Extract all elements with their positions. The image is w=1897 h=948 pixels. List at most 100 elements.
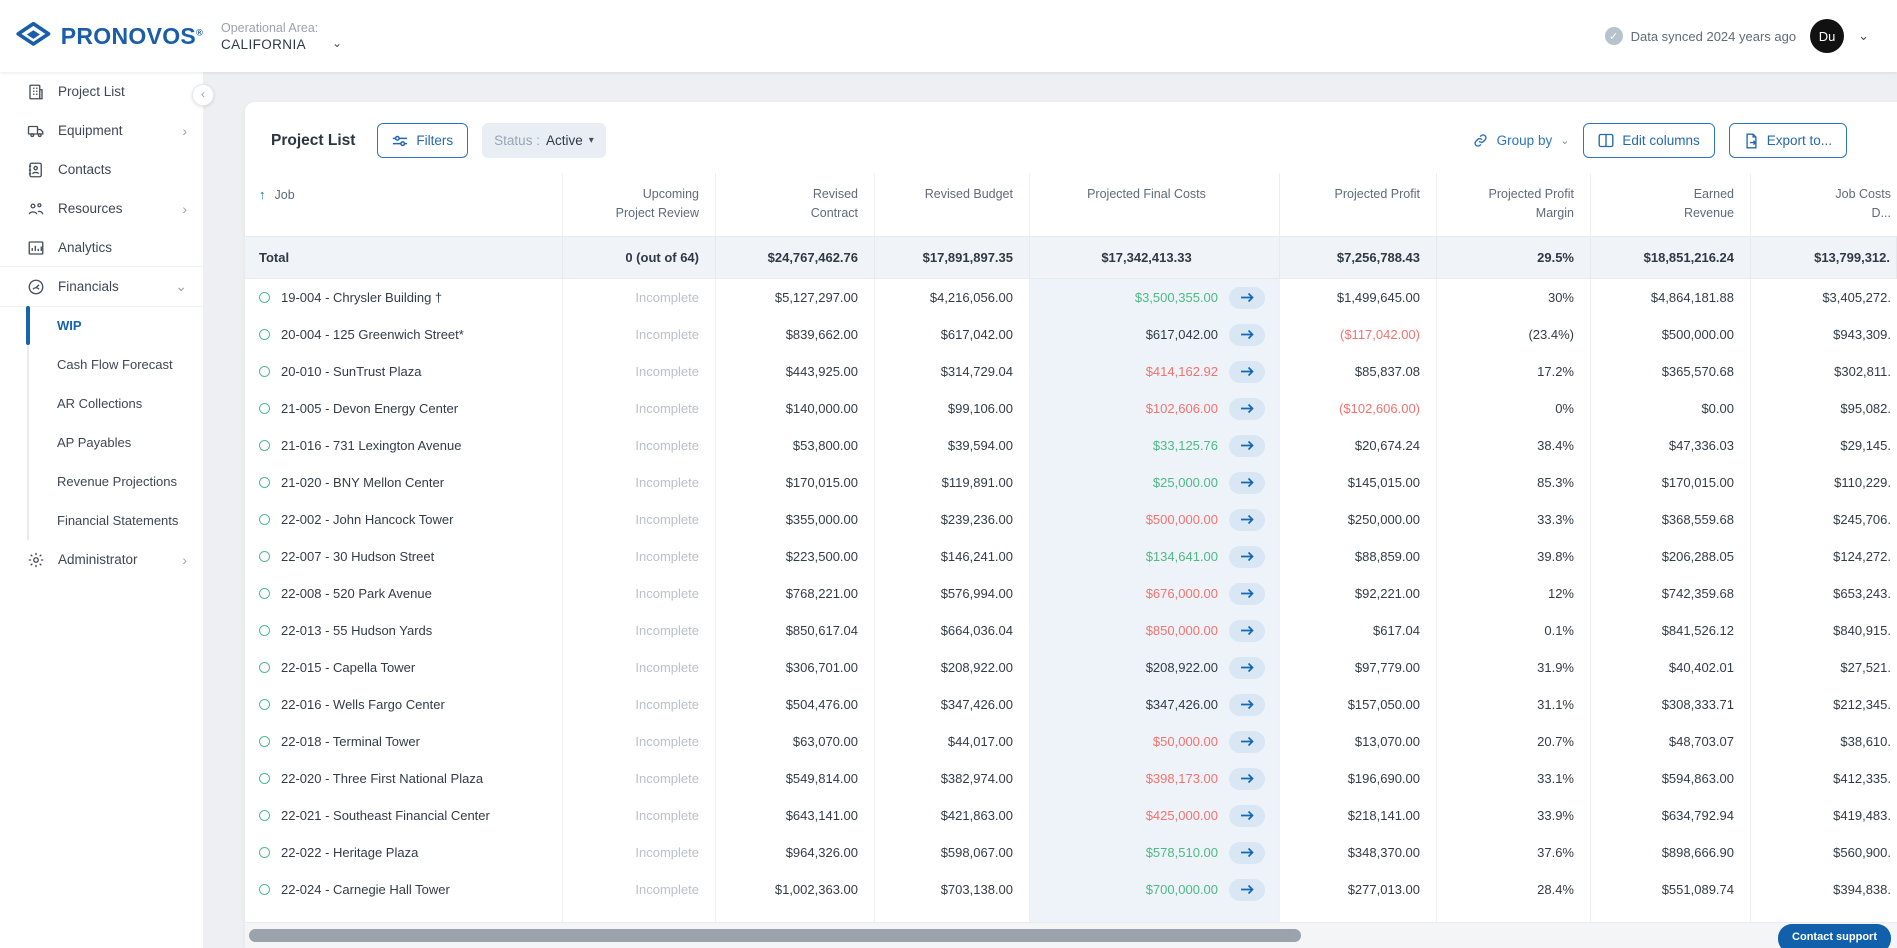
projected-final-costs-value: $425,000.00	[1145, 808, 1218, 823]
earned-revenue-value: $368,559.68	[1661, 512, 1734, 527]
table-row[interactable]: 22-018 - Terminal Tower Incomplete $63,0…	[245, 723, 1897, 760]
job-costs-value: $245,706.	[1833, 512, 1891, 527]
open-projection-arrow-button[interactable]	[1229, 878, 1265, 901]
projected-profit-margin-value: 17.2%	[1537, 364, 1574, 379]
sidebar-item-contacts[interactable]: Contacts	[0, 150, 203, 189]
table-header-row: ↑ Job Upcoming Project Review Revised Contr…	[245, 173, 1897, 237]
page-title: Project List	[271, 131, 356, 149]
job-costs-value: $38,610.	[1840, 734, 1891, 749]
table-row[interactable]: 22-022 - Heritage Plaza Incomplete $964,…	[245, 834, 1897, 871]
table-row[interactable]: 22-008 - 520 Park Avenue Incomplete $768…	[245, 575, 1897, 612]
job-name: 22-016 - Wells Fargo Center	[281, 697, 445, 712]
sidebar-item-analytics[interactable]: Analytics	[0, 228, 203, 267]
open-projection-arrow-button[interactable]	[1229, 545, 1265, 568]
contacts-icon	[28, 162, 42, 177]
table-row[interactable]: 21-005 - Devon Energy Center Incomplete …	[245, 390, 1897, 427]
table-row[interactable]: 22-016 - Wells Fargo Center Incomplete $…	[245, 686, 1897, 723]
column-header-revised-contract[interactable]: Revised Contract	[716, 173, 875, 237]
contact-support-button[interactable]: Contact support	[1778, 924, 1891, 948]
total-revised-contract: $24,767,462.76	[767, 250, 858, 265]
sidebar-item-project-list[interactable]: Project List	[0, 72, 203, 111]
user-avatar[interactable]: Du	[1810, 19, 1845, 53]
group-by-button[interactable]: Group by ⌄	[1472, 132, 1569, 149]
subitem-label: Cash Flow Forecast	[57, 357, 173, 372]
sidebar-subitem-cash-flow-forecast[interactable]: Cash Flow Forecast	[0, 345, 203, 384]
open-projection-arrow-button[interactable]	[1229, 656, 1265, 679]
table-row[interactable]: 22-015 - Capella Tower Incomplete $306,7…	[245, 649, 1897, 686]
project-review-status: Incomplete	[635, 845, 699, 860]
sidebar-item-resources[interactable]: Resources ›	[0, 189, 203, 228]
table-row[interactable]: 22-021 - Southeast Financial Center Inco…	[245, 797, 1897, 834]
open-projection-arrow-button[interactable]	[1229, 730, 1265, 753]
sidebar-subitem-ar-collections[interactable]: AR Collections	[0, 384, 203, 423]
table-row[interactable]: 21-020 - BNY Mellon Center Incomplete $1…	[245, 464, 1897, 501]
job-name: 19-004 - Chrysler Building †	[281, 290, 443, 305]
table-row[interactable]: 22-020 - Three First National Plaza Inco…	[245, 760, 1897, 797]
export-button[interactable]: Export to...	[1728, 123, 1847, 158]
sidebar-collapse-button[interactable]: ‹	[192, 84, 214, 106]
projected-profit-margin-value: 20.7%	[1537, 734, 1574, 749]
open-projection-arrow-button[interactable]	[1229, 508, 1265, 531]
projected-profit-margin-value: 0.1%	[1544, 623, 1574, 638]
open-projection-arrow-button[interactable]	[1229, 397, 1265, 420]
user-menu-chevron-icon[interactable]: ⌄	[1858, 28, 1869, 43]
project-review-status: Incomplete	[635, 660, 699, 675]
table-row[interactable]: 20-010 - SunTrust Plaza Incomplete $443,…	[245, 353, 1897, 390]
sidebar-subitem-ap-payables[interactable]: AP Payables	[0, 423, 203, 462]
top-bar: PRONOVOS® Operational Area: CALIFORNIA ⌄…	[0, 0, 1897, 72]
table-row[interactable]: 19-004 - Chrysler Building † Incomplete …	[245, 279, 1897, 316]
project-status-circle-icon	[259, 514, 270, 525]
revised-budget-value: $239,236.00	[940, 512, 1013, 527]
open-projection-arrow-button[interactable]	[1229, 619, 1265, 642]
table-row[interactable]: 21-016 - 731 Lexington Avenue Incomplete…	[245, 427, 1897, 464]
open-projection-arrow-button[interactable]	[1229, 360, 1265, 383]
open-projection-arrow-button[interactable]	[1229, 841, 1265, 864]
project-review-status: Incomplete	[635, 771, 699, 786]
project-status-circle-icon	[259, 292, 270, 303]
status-filter-chip[interactable]: Status : Active ▾	[482, 123, 606, 158]
open-projection-arrow-button[interactable]	[1229, 582, 1265, 605]
pronovos-logo[interactable]: PRONOVOS®	[0, 18, 203, 54]
operational-area-selector[interactable]: Operational Area: CALIFORNIA ⌄	[221, 21, 342, 52]
open-projection-arrow-button[interactable]	[1229, 804, 1265, 827]
column-header-projected-final-costs[interactable]: Projected Final Costs	[1030, 173, 1280, 237]
job-costs-value: $943,309.	[1833, 327, 1891, 342]
sidebar-subitem-revenue-projections[interactable]: Revenue Projections	[0, 462, 203, 501]
table-row[interactable]: 22-024 - Carnegie Hall Tower Incomplete …	[245, 871, 1897, 908]
open-projection-arrow-button[interactable]	[1229, 286, 1265, 309]
sidebar-subitem-financial-statements[interactable]: Financial Statements	[0, 501, 203, 540]
open-projection-arrow-button[interactable]	[1229, 767, 1265, 790]
project-review-status: Incomplete	[635, 697, 699, 712]
operational-area-label: Operational Area:	[221, 20, 319, 35]
sidebar-item-label: Project List	[58, 84, 125, 99]
earned-revenue-value: $47,336.03	[1668, 438, 1734, 453]
earned-revenue-value: $4,864,181.88	[1650, 290, 1734, 305]
table-row[interactable]: 22-002 - John Hancock Tower Incomplete $…	[245, 501, 1897, 538]
table-row[interactable]: 22-013 - 55 Hudson Yards Incomplete $850…	[245, 612, 1897, 649]
column-header-job-costs[interactable]: Job Costs D...	[1751, 173, 1897, 237]
open-projection-arrow-button[interactable]	[1229, 471, 1265, 494]
column-header-job[interactable]: ↑ Job	[245, 173, 563, 237]
table-row[interactable]: 20-004 - 125 Greenwich Street* Incomplet…	[245, 316, 1897, 353]
sidebar-item-administrator[interactable]: Administrator ›	[0, 540, 203, 579]
filters-button[interactable]: Filters	[377, 123, 469, 158]
horizontal-scrollbar-thumb[interactable]	[249, 929, 1301, 942]
export-label: Export to...	[1766, 133, 1832, 148]
column-header-projected-profit-margin[interactable]: Projected Profit Margin	[1437, 173, 1591, 237]
horizontal-scrollbar[interactable]	[245, 922, 1897, 948]
open-projection-arrow-button[interactable]	[1229, 693, 1265, 716]
arrow-right-icon	[1241, 514, 1254, 525]
edit-columns-button[interactable]: Edit columns	[1583, 123, 1715, 158]
sidebar-item-equipment[interactable]: Equipment ›	[0, 111, 203, 150]
open-projection-arrow-button[interactable]	[1229, 434, 1265, 457]
sidebar-item-financials[interactable]: Financials ⌄	[0, 267, 203, 306]
open-projection-arrow-button[interactable]	[1229, 323, 1265, 346]
column-header-earned-revenue[interactable]: Earned Revenue	[1591, 173, 1751, 237]
table-row[interactable]: 22-007 - 30 Hudson Street Incomplete $22…	[245, 538, 1897, 575]
column-header-projected-profit[interactable]: Projected Profit	[1280, 173, 1437, 237]
column-header-upcoming-project-review[interactable]: Upcoming Project Review	[563, 173, 716, 237]
sidebar-subitem-wip[interactable]: WIP	[0, 306, 203, 345]
job-costs-value: $29,145.	[1840, 438, 1891, 453]
status-filter-value: Active	[545, 133, 583, 148]
column-header-revised-budget[interactable]: Revised Budget	[875, 173, 1030, 237]
